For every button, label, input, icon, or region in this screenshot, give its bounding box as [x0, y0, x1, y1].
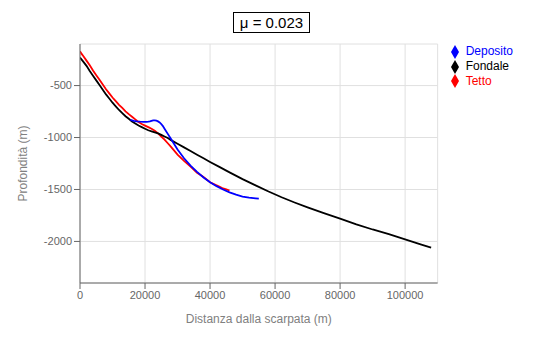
html-text:Tetto: Tetto [465, 73, 492, 88]
svg-text:40000: 40000 [195, 289, 226, 301]
svg-text:-2000: -2000 [44, 235, 72, 247]
html-text:Fondale: Fondale [465, 58, 509, 73]
svg-text:100000: 100000 [387, 289, 424, 301]
html-text:μ = 0.023: μ = 0.023 [239, 14, 304, 31]
svg-text:-500: -500 [50, 79, 72, 91]
svg-text:80000: 80000 [325, 289, 356, 301]
html-text:Deposito: Deposito [465, 44, 513, 58]
svg-text:Distanza dalla scarpata (m): Distanza dalla scarpata (m) [186, 312, 332, 326]
svg-text:20000: 20000 [130, 289, 161, 301]
svg-text:-1000: -1000 [44, 131, 72, 143]
svg-text:-1500: -1500 [44, 183, 72, 195]
svg-text:0: 0 [77, 289, 83, 301]
svg-text:Profondità (m): Profondità (m) [16, 125, 30, 201]
svg-text:60000: 60000 [260, 289, 291, 301]
